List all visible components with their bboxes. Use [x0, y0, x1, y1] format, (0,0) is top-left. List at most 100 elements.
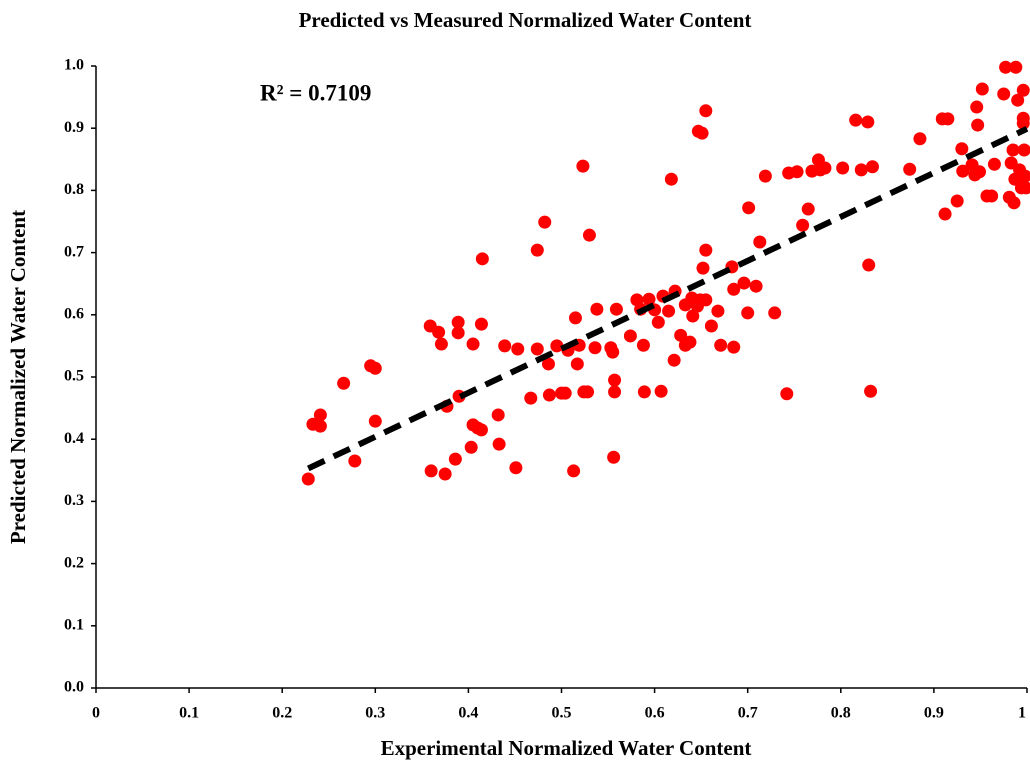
point	[492, 437, 506, 451]
point	[607, 450, 621, 464]
point	[542, 388, 556, 402]
point	[849, 113, 863, 127]
y-tick-label: 0.9	[64, 119, 84, 136]
point	[448, 452, 462, 466]
x-tick-label: 0.5	[552, 705, 572, 722]
point	[464, 440, 478, 454]
point	[642, 292, 656, 306]
point	[699, 104, 713, 118]
point	[714, 338, 728, 352]
point	[654, 384, 668, 398]
point	[538, 215, 552, 229]
point	[530, 243, 544, 257]
point	[1016, 83, 1030, 97]
point	[674, 328, 688, 342]
point	[581, 385, 595, 399]
point	[956, 164, 970, 178]
point	[683, 335, 697, 349]
point	[590, 302, 604, 316]
point	[864, 384, 878, 398]
point	[971, 118, 985, 132]
point	[742, 201, 756, 215]
point	[474, 423, 488, 437]
point	[623, 329, 637, 343]
point	[451, 315, 465, 329]
trendline	[306, 126, 1029, 472]
point	[862, 258, 876, 272]
point	[699, 243, 713, 257]
point	[651, 315, 665, 329]
y-tick-label: 0.7	[64, 243, 84, 260]
point	[970, 100, 984, 114]
point	[818, 161, 832, 175]
x-tick-label: 0.1	[179, 705, 199, 722]
point	[997, 87, 1011, 101]
y-tick-label: 0.3	[64, 492, 84, 509]
y-axis-title: Predicted Normalized Water Content	[6, 210, 30, 544]
x-tick-label: 0	[92, 705, 100, 722]
point	[854, 163, 868, 177]
point	[865, 160, 879, 174]
point	[699, 293, 713, 307]
point	[588, 341, 602, 355]
x-axis-title: Experimental Normalized Water Content	[381, 736, 752, 760]
point	[711, 304, 725, 318]
y-tick-label: 0.0	[64, 679, 84, 696]
point	[796, 218, 810, 232]
x-tick-label: 0.9	[924, 705, 944, 722]
y-tick-label: 1.0	[64, 57, 84, 74]
point	[608, 385, 622, 399]
point	[606, 345, 620, 359]
point	[608, 373, 622, 387]
x-tick-label: 0.8	[831, 705, 851, 722]
point	[475, 252, 489, 266]
point	[780, 387, 794, 401]
point	[491, 408, 505, 422]
y-tick-label: 0.4	[64, 430, 84, 447]
point	[1006, 143, 1020, 157]
point	[466, 337, 480, 351]
point	[955, 142, 969, 156]
point	[790, 165, 804, 179]
point	[836, 161, 850, 175]
point	[664, 172, 678, 186]
x-tick-label: 0.2	[272, 705, 292, 722]
point	[368, 414, 382, 428]
point	[438, 467, 452, 481]
y-tick-label: 0.5	[64, 368, 84, 385]
point	[434, 337, 448, 351]
point	[985, 189, 999, 203]
point	[662, 304, 676, 318]
point	[582, 228, 596, 242]
y-tick-label: 0.1	[64, 616, 84, 633]
point	[861, 115, 875, 129]
point	[987, 157, 1001, 171]
point	[568, 311, 582, 325]
point	[1018, 169, 1030, 183]
point	[903, 162, 917, 176]
point	[498, 339, 512, 353]
point	[609, 302, 623, 316]
point	[337, 376, 351, 390]
point	[558, 386, 572, 400]
x-tick-label: 0.6	[645, 705, 665, 722]
point	[1007, 196, 1021, 210]
point	[1009, 60, 1023, 74]
point	[301, 472, 315, 486]
point	[348, 454, 362, 468]
point	[938, 207, 952, 221]
point	[424, 464, 438, 478]
point	[313, 419, 327, 433]
point	[530, 342, 544, 356]
y-tick-label: 0.2	[64, 554, 84, 571]
point	[741, 306, 755, 320]
point	[704, 319, 718, 333]
point	[1017, 143, 1030, 157]
point	[768, 306, 782, 320]
y-tick-label: 0.8	[64, 181, 84, 198]
point	[524, 391, 538, 405]
x-tick-label: 0.7	[738, 705, 758, 722]
point	[313, 408, 327, 422]
point	[637, 385, 651, 399]
